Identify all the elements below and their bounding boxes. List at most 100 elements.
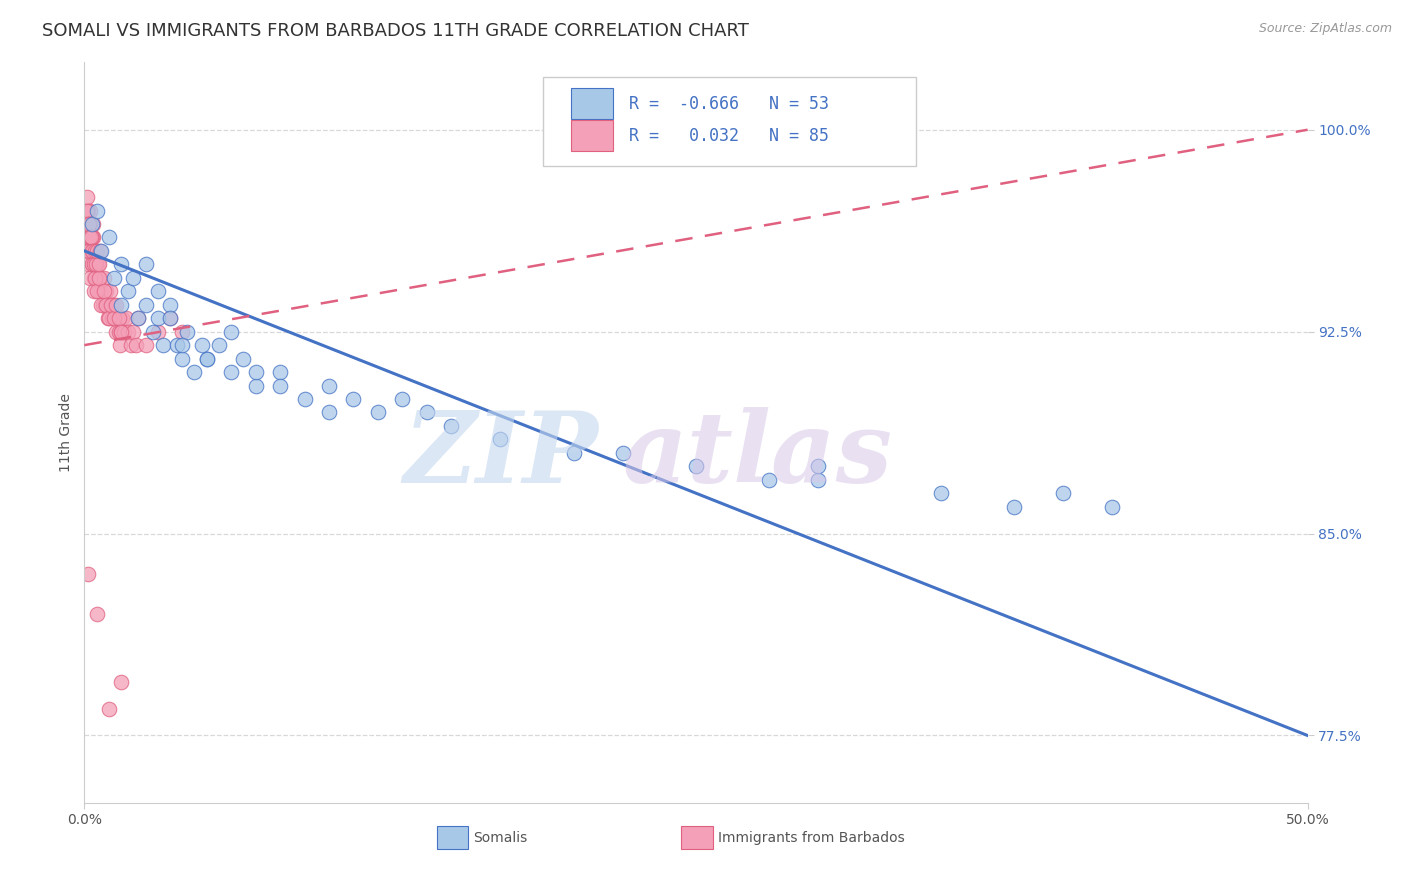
Point	[77, 217, 100, 231]
FancyBboxPatch shape	[543, 78, 917, 166]
Point	[318, 378, 340, 392]
Text: R =   0.032   N = 85: R = 0.032 N = 85	[628, 127, 828, 145]
Point	[110, 325, 132, 339]
Point	[1002, 500, 1025, 514]
Point	[176, 325, 198, 339]
Point	[82, 217, 104, 231]
Text: Somalis: Somalis	[474, 830, 527, 845]
Point	[83, 257, 105, 271]
Point	[391, 392, 413, 406]
Point	[98, 285, 121, 299]
Point	[96, 298, 118, 312]
Point	[86, 270, 108, 285]
Point	[79, 217, 101, 231]
Point	[219, 325, 242, 339]
Point	[117, 325, 139, 339]
Point	[82, 244, 104, 258]
Point	[83, 257, 105, 271]
Point	[94, 298, 117, 312]
Point	[77, 244, 100, 258]
Point	[76, 230, 98, 244]
Y-axis label: 11th Grade: 11th Grade	[59, 393, 73, 472]
Point	[77, 217, 100, 231]
Point	[108, 338, 131, 352]
Point	[367, 405, 389, 419]
Point	[87, 257, 110, 271]
Point	[929, 486, 952, 500]
Point	[83, 244, 105, 258]
FancyBboxPatch shape	[571, 120, 613, 152]
Point	[232, 351, 254, 366]
Point	[82, 230, 104, 244]
Point	[80, 230, 103, 244]
Point	[416, 405, 439, 419]
Point	[80, 230, 103, 244]
Point	[107, 311, 129, 326]
Point	[294, 392, 316, 406]
Point	[101, 311, 124, 326]
Point	[245, 365, 267, 379]
Point	[489, 433, 512, 447]
Point	[342, 392, 364, 406]
Point	[685, 459, 707, 474]
Point	[77, 257, 100, 271]
Point	[80, 230, 103, 244]
Text: SOMALI VS IMMIGRANTS FROM BARBADOS 11TH GRADE CORRELATION CHART: SOMALI VS IMMIGRANTS FROM BARBADOS 11TH …	[42, 22, 749, 40]
Point	[104, 311, 127, 326]
Point	[80, 217, 103, 231]
Point	[172, 351, 194, 366]
Point	[90, 298, 112, 312]
Point	[117, 285, 139, 299]
Point	[84, 244, 107, 258]
Point	[100, 298, 122, 312]
Point	[269, 365, 291, 379]
Point	[103, 311, 125, 326]
Point	[146, 311, 169, 326]
Point	[195, 351, 218, 366]
Point	[86, 244, 108, 258]
Point	[79, 203, 101, 218]
Point	[135, 257, 157, 271]
Point	[562, 446, 585, 460]
Point	[97, 701, 120, 715]
Point	[159, 311, 181, 326]
Point	[172, 338, 194, 352]
Text: Source: ZipAtlas.com: Source: ZipAtlas.com	[1258, 22, 1392, 36]
Point	[93, 270, 115, 285]
Point	[90, 285, 112, 299]
Point	[159, 298, 181, 312]
Point	[86, 285, 108, 299]
Point	[76, 203, 98, 218]
Point	[127, 311, 149, 326]
Point	[82, 244, 104, 258]
Point	[77, 230, 100, 244]
Point	[103, 298, 125, 312]
Point	[110, 674, 132, 689]
Point	[97, 230, 120, 244]
Point	[77, 244, 100, 258]
Point	[195, 351, 218, 366]
Point	[125, 338, 148, 352]
Text: Immigrants from Barbados: Immigrants from Barbados	[718, 830, 904, 845]
FancyBboxPatch shape	[571, 88, 613, 120]
Point	[112, 325, 135, 339]
Point	[87, 270, 110, 285]
Point	[83, 285, 105, 299]
Point	[77, 566, 100, 581]
Point	[440, 418, 463, 433]
Point	[105, 311, 128, 326]
Point	[86, 203, 108, 218]
Point	[89, 244, 111, 258]
Point	[1052, 486, 1074, 500]
Point	[142, 325, 165, 339]
Point	[75, 217, 97, 231]
FancyBboxPatch shape	[437, 827, 468, 848]
FancyBboxPatch shape	[682, 827, 713, 848]
Point	[93, 285, 115, 299]
Point	[105, 298, 128, 312]
Point	[84, 270, 107, 285]
Point	[87, 257, 110, 271]
Point	[89, 270, 111, 285]
Point	[83, 270, 105, 285]
Point	[110, 257, 132, 271]
